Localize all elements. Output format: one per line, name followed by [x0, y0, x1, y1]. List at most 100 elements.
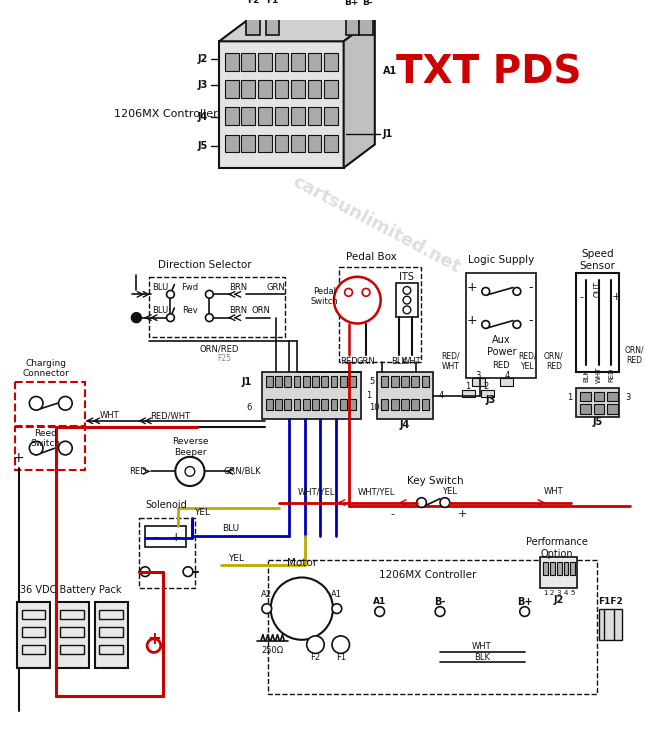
Text: F2: F2 [311, 653, 320, 662]
Bar [340, 400, 346, 410]
Text: J2: J2 [197, 54, 208, 64]
Bar [219, 41, 344, 168]
Text: -: - [528, 314, 533, 327]
Bar [580, 391, 591, 401]
Bar [308, 135, 322, 152]
Bar [308, 53, 322, 70]
Text: BRN: BRN [230, 283, 247, 292]
Text: +: + [458, 509, 467, 519]
Text: Speed
Sensor: Speed Sensor [579, 249, 616, 271]
Text: J3: J3 [486, 395, 495, 406]
Circle shape [519, 607, 529, 616]
Bar [275, 135, 288, 152]
Text: 4: 4 [563, 590, 568, 596]
Bar [275, 53, 288, 70]
Bar [258, 107, 271, 125]
Text: Fwd: Fwd [182, 283, 199, 292]
Bar [275, 80, 288, 98]
Text: Reed
Switch: Reed Switch [31, 428, 61, 448]
Bar [349, 400, 356, 410]
Bar [291, 53, 305, 70]
Text: 2: 2 [549, 590, 554, 596]
Bar [303, 400, 310, 410]
Text: WHT: WHT [596, 367, 602, 383]
Bar [225, 135, 238, 152]
Circle shape [362, 289, 370, 296]
Text: A1: A1 [383, 67, 397, 76]
Circle shape [140, 567, 150, 576]
Text: GRN: GRN [357, 357, 376, 366]
Bar [284, 400, 291, 410]
Text: WHT: WHT [472, 642, 492, 651]
Text: 6: 6 [247, 403, 252, 411]
Bar [421, 400, 429, 410]
Bar [396, 283, 418, 317]
Bar [225, 107, 238, 125]
Bar [377, 372, 433, 419]
Text: Reverse
Beeper: Reverse Beeper [172, 437, 208, 457]
Bar [275, 400, 282, 410]
Bar [346, 16, 359, 36]
Text: F2: F2 [247, 0, 259, 5]
Text: 3: 3 [625, 393, 630, 402]
Text: RED/WHT: RED/WHT [150, 411, 191, 420]
Bar [242, 107, 255, 125]
Circle shape [29, 397, 43, 410]
Text: B+: B+ [344, 0, 359, 7]
Text: 5: 5 [369, 377, 374, 386]
Bar [294, 376, 300, 387]
Text: Performance
Option: Performance Option [526, 537, 588, 559]
Bar [149, 277, 285, 337]
Bar [540, 557, 577, 588]
Bar [312, 400, 319, 410]
Text: J3: J3 [197, 80, 208, 90]
Bar [266, 16, 279, 36]
Text: ORN/RED: ORN/RED [199, 344, 239, 353]
Bar [339, 267, 421, 363]
Bar [401, 376, 409, 387]
Text: RED: RED [130, 467, 147, 476]
Text: F25: F25 [217, 354, 231, 363]
Bar [324, 53, 338, 70]
Bar [61, 627, 84, 637]
Bar [242, 80, 255, 98]
Circle shape [147, 639, 161, 653]
Text: Logic Supply: Logic Supply [468, 255, 534, 265]
Bar [322, 400, 328, 410]
Text: A1: A1 [373, 597, 386, 606]
Text: Pedal Box: Pedal Box [346, 252, 396, 263]
Text: 1206MX Controller: 1206MX Controller [114, 110, 217, 119]
Bar [594, 404, 605, 414]
Text: J4: J4 [400, 420, 410, 430]
Text: RED/
YEL: RED/ YEL [518, 352, 537, 371]
Bar [381, 376, 389, 387]
Text: Rev: Rev [182, 306, 198, 315]
Circle shape [185, 466, 195, 477]
Bar [55, 602, 89, 668]
Bar [324, 107, 338, 125]
Bar [275, 376, 282, 387]
Text: WHT: WHT [100, 411, 119, 420]
Bar [576, 388, 619, 417]
Text: GRN/BLK: GRN/BLK [224, 467, 261, 476]
Text: 4: 4 [439, 391, 444, 400]
Text: -: - [528, 281, 533, 294]
Text: BRN: BRN [230, 306, 247, 315]
Text: BLK: BLK [474, 653, 490, 662]
Bar [411, 376, 419, 387]
Bar [557, 562, 562, 574]
Text: WHT/YEL: WHT/YEL [358, 488, 395, 497]
Text: J1: J1 [383, 129, 393, 139]
Text: -: - [391, 509, 395, 519]
Bar [359, 16, 373, 36]
Circle shape [206, 290, 214, 298]
Bar [100, 627, 123, 637]
Bar [258, 53, 271, 70]
Text: F1: F1 [266, 0, 279, 5]
Circle shape [167, 290, 174, 298]
Text: RED/
WHT: RED/ WHT [441, 352, 460, 371]
Text: YEL: YEL [193, 508, 210, 517]
Text: ORN/
RED: ORN/ RED [544, 352, 564, 371]
Text: ORN: ORN [251, 306, 270, 315]
Bar [543, 562, 548, 574]
